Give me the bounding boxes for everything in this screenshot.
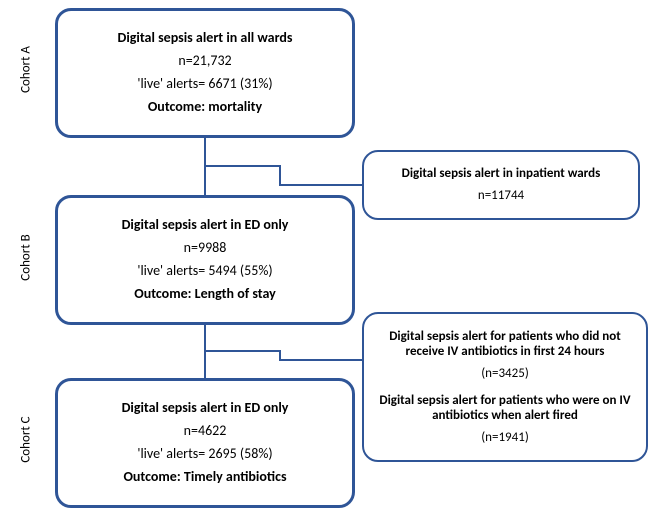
cohort-a-side-title: Digital sepsis alert in inpatient wards [376,166,626,182]
cohort-a-n: n=21,732 [70,53,340,70]
cohort-a-side-box: Digital sepsis alert in inpatient wards … [362,150,640,220]
cohort-b-side2-title: Digital sepsis alert for patients who we… [378,393,632,424]
cohort-c-main-box: Digital sepsis alert in ED only n=4622 '… [55,378,355,508]
cohort-a-title: Digital sepsis alert in all wards [70,30,340,47]
cohort-b-side1-n: (n=3425) [378,366,632,382]
cohort-b-outcome: Outcome: Length of stay [70,286,340,303]
cohort-c-title: Digital sepsis alert in ED only [70,400,340,417]
connector-b-to-side [205,351,362,360]
cohort-b-title: Digital sepsis alert in ED only [70,217,340,234]
cohort-a-outcome: Outcome: mortality [70,99,340,116]
cohort-a-side-n: n=11744 [376,188,626,204]
cohort-c-n: n=4622 [70,423,340,440]
cohort-b-label: Cohort B [19,228,34,288]
cohort-c-live: 'live' alerts= 2695 (58%) [70,446,340,463]
cohort-a-main-box: Digital sepsis alert in all wards n=21,7… [55,8,355,138]
cohort-a-label: Cohort A [19,40,34,100]
connector-a-to-side [205,166,362,185]
cohort-b-side-box: Digital sepsis alert for patients who di… [362,312,648,462]
cohort-b-side2-n: (n=1941) [378,430,632,446]
cohort-b-n: n=9988 [70,240,340,257]
cohort-a-live: 'live' alerts= 6671 (31%) [70,76,340,93]
cohort-b-live: 'live' alerts= 5494 (55%) [70,263,340,280]
cohort-c-label: Cohort C [19,410,34,470]
cohort-b-side1-title: Digital sepsis alert for patients who di… [378,329,632,360]
cohort-b-main-box: Digital sepsis alert in ED only n=9988 '… [55,195,355,325]
cohort-c-outcome: Outcome: Timely antibiotics [70,469,340,486]
